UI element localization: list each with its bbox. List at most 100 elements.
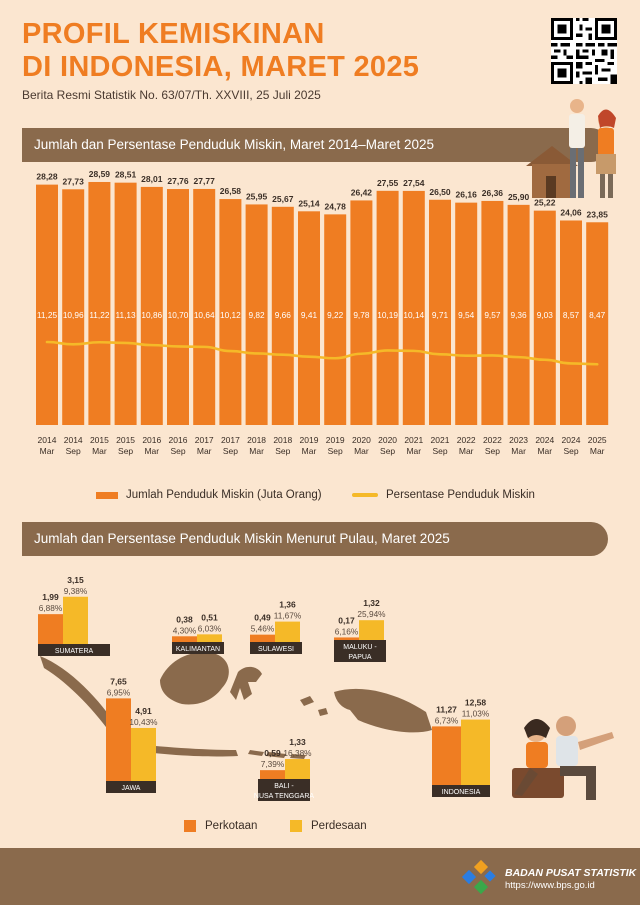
legend-item-perkotaan: Perkotaan bbox=[184, 820, 257, 832]
tick-year-13: 2020 bbox=[378, 435, 397, 445]
island-bar-perdesaan-2 bbox=[275, 621, 300, 642]
tick-year-11: 2019 bbox=[326, 435, 345, 445]
island-value-perdesaan-1: 0,51 bbox=[201, 612, 218, 622]
bar-value-label-4: 28,01 bbox=[141, 174, 163, 184]
tick-year-21: 2025 bbox=[588, 435, 607, 445]
island-value-perkotaan-0: 1,99 bbox=[42, 592, 59, 602]
island-pct-perkotaan-1: 4,30% bbox=[173, 625, 197, 635]
pct-value-label-8: 9,82 bbox=[249, 310, 266, 320]
pct-value-label-17: 9,57 bbox=[484, 310, 501, 320]
bar-7 bbox=[219, 199, 242, 425]
bps-name: BADAN PUSAT STATISTIK bbox=[505, 867, 637, 879]
footer bbox=[0, 848, 640, 905]
bps-url[interactable]: https://www.bps.go.id bbox=[505, 880, 595, 891]
island-label-box-0 bbox=[38, 644, 110, 656]
tick-period-17: Sep bbox=[485, 446, 500, 456]
pct-value-label-10: 9,41 bbox=[301, 310, 318, 320]
island-value-perdesaan-4: 4,91 bbox=[135, 706, 152, 716]
bar-value-label-9: 25,67 bbox=[272, 194, 294, 204]
pct-value-label-11: 9,22 bbox=[327, 310, 344, 320]
bar-11 bbox=[324, 214, 347, 425]
pct-value-label-15: 9,71 bbox=[432, 310, 449, 320]
island-label-box-6 bbox=[432, 785, 490, 797]
tick-period-14: Mar bbox=[406, 446, 421, 456]
island-bar-perdesaan-1 bbox=[197, 634, 222, 642]
island-bar-perdesaan-6 bbox=[461, 719, 490, 785]
indonesia-map-icon bbox=[40, 652, 432, 759]
pct-value-label-13: 10,19 bbox=[377, 310, 398, 320]
poverty-trend-chart: 28,2811,252014Mar27,7310,962014Sep28,591… bbox=[36, 169, 609, 456]
tick-period-8: Mar bbox=[249, 446, 264, 456]
bar-2 bbox=[88, 181, 111, 425]
bar-5 bbox=[167, 189, 189, 425]
pct-value-label-0: 11,25 bbox=[37, 310, 58, 320]
pct-value-label-9: 9,66 bbox=[275, 310, 292, 320]
tick-period-19: Mar bbox=[537, 446, 552, 456]
bar-value-label-15: 26,50 bbox=[429, 187, 451, 197]
bar-value-label-20: 24,06 bbox=[560, 207, 582, 217]
island-pct-perdesaan-1: 6,03% bbox=[198, 623, 222, 633]
island-label-box-3 bbox=[334, 640, 386, 662]
pct-value-label-6: 10,64 bbox=[194, 310, 215, 320]
tick-period-12: Mar bbox=[354, 446, 369, 456]
island-pct-perdesaan-6: 11,03% bbox=[462, 709, 490, 719]
legend-label-persentase: Persentase Penduduk Miskin bbox=[386, 489, 535, 501]
tick-year-0: 2014 bbox=[38, 435, 57, 445]
tick-period-5: Sep bbox=[170, 446, 185, 456]
island-label-box-1 bbox=[172, 642, 224, 654]
island-value-perkotaan-5: 0,59 bbox=[264, 748, 281, 758]
tick-year-4: 2016 bbox=[142, 435, 161, 445]
island-pct-perkotaan-0: 6,88% bbox=[39, 603, 63, 613]
tick-year-2: 2015 bbox=[90, 435, 109, 445]
island-pct-perdesaan-5: 16,38% bbox=[283, 748, 312, 758]
tick-year-14: 2021 bbox=[404, 435, 423, 445]
island-value-perkotaan-1: 0,38 bbox=[176, 614, 193, 624]
pct-value-label-4: 10,86 bbox=[141, 310, 162, 320]
island-pct-perdesaan-2: 11,67% bbox=[274, 611, 302, 621]
tick-year-10: 2019 bbox=[300, 435, 319, 445]
island-value-perdesaan-6: 12,58 bbox=[465, 698, 487, 708]
bar-value-label-2: 28,59 bbox=[89, 169, 111, 179]
island-value-perdesaan-0: 3,15 bbox=[67, 575, 84, 585]
pct-value-label-2: 11,22 bbox=[89, 310, 110, 320]
bar-14 bbox=[402, 190, 425, 425]
tick-period-6: Mar bbox=[197, 446, 212, 456]
legend-item-persentase: Persentase Penduduk Miskin bbox=[352, 489, 535, 501]
island-pct-perkotaan-4: 6,95% bbox=[107, 687, 131, 697]
island-pct-perdesaan-4: 10,43% bbox=[129, 717, 158, 727]
bar-18 bbox=[507, 204, 530, 425]
tick-period-4: Mar bbox=[144, 446, 159, 456]
pct-value-label-18: 9,36 bbox=[511, 310, 528, 320]
bar-value-label-5: 27,76 bbox=[167, 176, 189, 186]
tick-year-8: 2018 bbox=[247, 435, 266, 445]
tick-period-10: Mar bbox=[302, 446, 317, 456]
tick-period-11: Sep bbox=[328, 446, 343, 456]
island-bar-perkotaan-2 bbox=[250, 634, 275, 642]
percentage-line bbox=[45, 340, 599, 366]
island-poverty-chart: 1,996,88%3,159,38%SUMATERA0,384,30%0,516… bbox=[38, 575, 490, 801]
tick-period-0: Mar bbox=[40, 446, 55, 456]
pct-value-label-1: 10,96 bbox=[63, 310, 84, 320]
bar-value-label-21: 23,85 bbox=[587, 209, 609, 219]
legend-label-perkotaan: Perkotaan bbox=[205, 820, 258, 832]
island-pct-perkotaan-5: 7,39% bbox=[261, 759, 285, 769]
pct-value-label-3: 11,13 bbox=[116, 310, 137, 320]
tick-period-21: Mar bbox=[590, 446, 605, 456]
tick-year-18: 2023 bbox=[509, 435, 528, 445]
bar-21 bbox=[586, 222, 609, 425]
bar-value-label-6: 27,77 bbox=[194, 176, 216, 186]
pct-value-label-20: 8,57 bbox=[563, 310, 580, 320]
couple-house-illustration-icon bbox=[526, 99, 616, 198]
tick-period-13: Sep bbox=[380, 446, 395, 456]
tick-year-16: 2022 bbox=[457, 435, 476, 445]
tick-year-9: 2018 bbox=[273, 435, 292, 445]
legend-swatch-bar bbox=[96, 491, 118, 499]
sitting-couple-illustration-icon bbox=[512, 716, 614, 800]
bar-value-label-16: 26,16 bbox=[456, 190, 478, 200]
tick-year-15: 2021 bbox=[431, 435, 450, 445]
pct-value-label-19: 9,03 bbox=[537, 310, 554, 320]
bar-10 bbox=[298, 211, 320, 425]
island-label-0-0: SUMATERA bbox=[55, 648, 94, 655]
bar-20 bbox=[560, 220, 582, 425]
bar-value-label-11: 24,78 bbox=[325, 201, 347, 211]
